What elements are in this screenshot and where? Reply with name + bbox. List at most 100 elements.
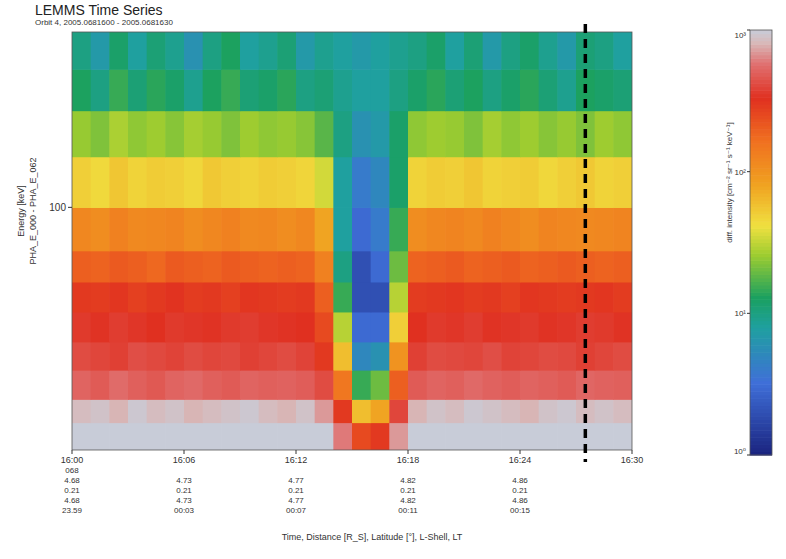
cell [72,32,91,70]
cell [483,251,502,283]
cell [109,32,128,70]
cell [147,111,166,158]
cell [595,282,614,313]
cell [520,69,539,111]
cell [277,111,296,158]
colorbar-step [750,338,772,342]
cell [352,423,371,450]
cell [501,157,520,208]
cell [184,32,203,70]
colorbar-step [750,370,772,374]
cell [240,251,259,283]
cell [128,69,147,111]
colorbar-step [750,416,772,420]
cell [91,312,110,343]
cell [501,251,520,283]
cell [613,282,632,313]
cell [259,282,278,313]
cell [483,207,502,251]
cell [557,207,576,251]
cell [277,207,296,251]
cell [315,69,334,111]
cell [333,69,352,111]
x-info-label: 00:15 [510,506,531,515]
x-info-label: 4.82 [400,476,416,485]
cell [371,282,390,313]
cell [483,32,502,70]
cell [259,207,278,251]
cell [445,423,464,450]
x-info-label: 00:11 [398,506,418,515]
cell [184,111,203,158]
x-tick-label: 16:24 [509,455,532,465]
cell [595,423,614,450]
cell [613,312,632,343]
colorbar-step [750,122,772,126]
cell [184,251,203,283]
cell [203,207,222,251]
cell [109,207,128,251]
cell [595,111,614,158]
cell [557,69,576,111]
colorbar-step [750,94,772,98]
cell [520,399,539,423]
cell [184,312,203,343]
cell [184,342,203,371]
cell [613,157,632,208]
cell [72,370,91,400]
cell [539,370,558,400]
cell [408,69,427,111]
cell [408,32,427,70]
cell [240,342,259,371]
colorbar-step [750,211,772,215]
colorbar-step [750,161,772,165]
cell [483,370,502,400]
cell [613,69,632,111]
cell [165,111,184,158]
cell [427,282,446,313]
cells [72,32,632,450]
colorbar-step [750,306,772,310]
cell [613,32,632,70]
cell [371,370,390,400]
cell [520,207,539,251]
cell [389,312,408,343]
cell [483,312,502,343]
chart: LEMMS Time SeriesOrbit 4, 2005.0681600 -… [0,0,786,559]
x-info-label: 23.59 [62,506,83,515]
cell [483,69,502,111]
cell [501,32,520,70]
cell [296,312,315,343]
cell [91,207,110,251]
cell [128,282,147,313]
cell [315,32,334,70]
cell [333,111,352,158]
colorbar-step [750,150,772,154]
cell [240,111,259,158]
cell [371,251,390,283]
cell [240,157,259,208]
cell [445,312,464,343]
cell [371,423,390,450]
cell [91,423,110,450]
colorbar-step [750,179,772,183]
cell [352,32,371,70]
colorbar-step [750,48,772,52]
cell [240,207,259,251]
colorbar-step [750,257,772,261]
cell [315,282,334,313]
cell [595,251,614,283]
cell [445,111,464,158]
colorbar-step [750,243,772,247]
colorbar-step [750,175,772,179]
cell [557,370,576,400]
cell [91,399,110,423]
cell [520,423,539,450]
colorbar-step [750,147,772,151]
cell [427,370,446,400]
cell [352,312,371,343]
cell [277,342,296,371]
colorbar-step [750,324,772,328]
colorbar-step [750,391,772,395]
cell [483,399,502,423]
